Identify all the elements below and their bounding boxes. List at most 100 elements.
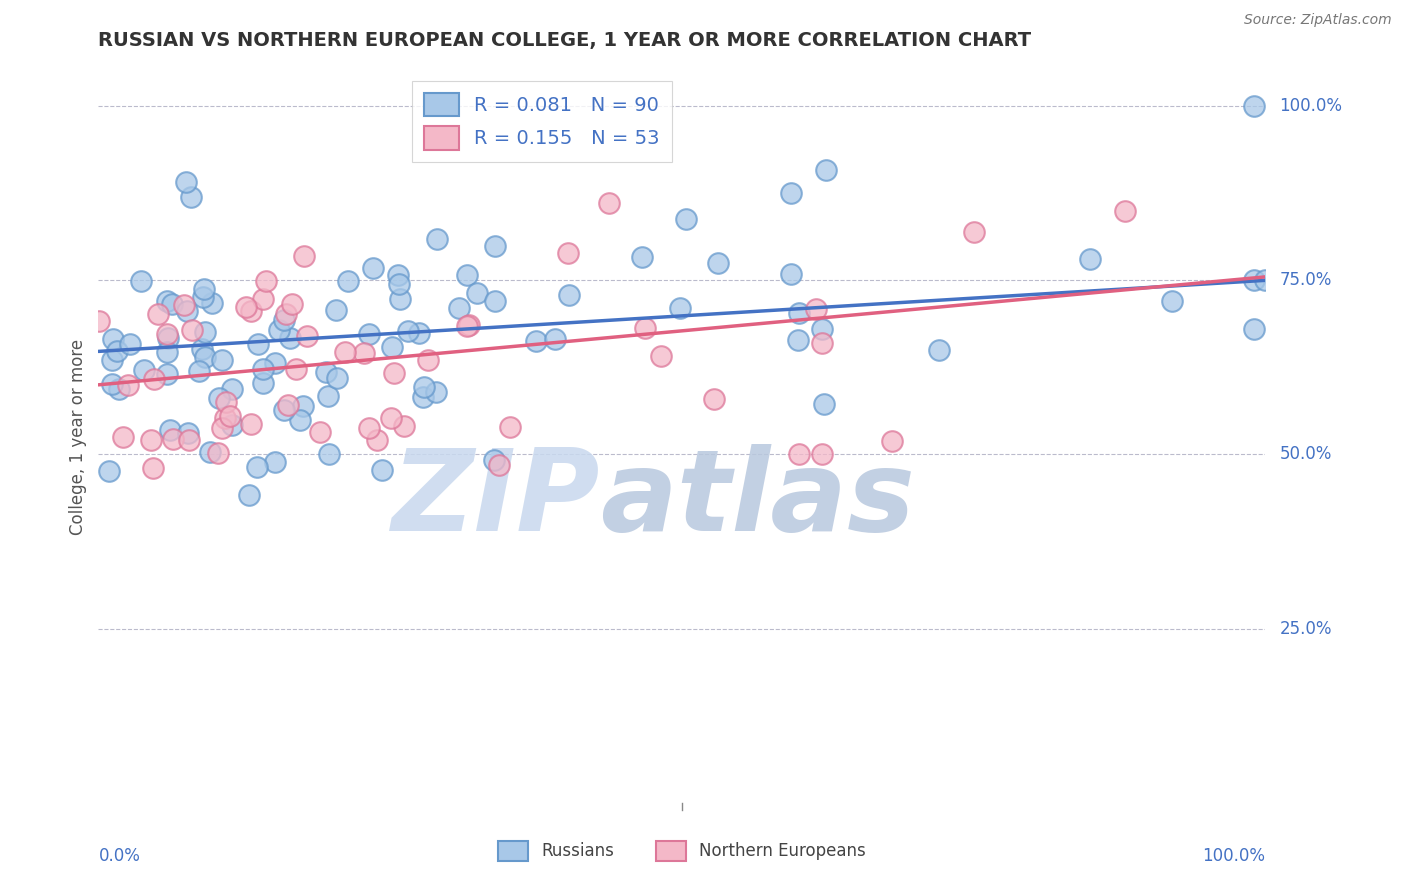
Point: [357, 326, 380, 341]
Point: [706, 256, 728, 270]
Point: [598, 195, 620, 210]
Text: 100.0%: 100.0%: [1202, 847, 1265, 864]
Point: [703, 392, 725, 407]
Point: [162, 432, 184, 446]
Point: [811, 448, 834, 462]
Point: [159, 423, 181, 437]
Point: [484, 238, 506, 252]
Point: [361, 261, 384, 276]
Point: [412, 390, 434, 404]
Point: [337, 274, 360, 288]
Point: [89, 314, 111, 328]
Point: [484, 453, 506, 467]
Point: [335, 344, 357, 359]
Point: [416, 352, 439, 367]
Point: [780, 267, 803, 281]
Point: [1080, 252, 1102, 267]
Point: [787, 448, 810, 462]
Point: [193, 282, 215, 296]
Point: [101, 332, 124, 346]
Point: [396, 324, 419, 338]
Text: atlas: atlas: [600, 443, 915, 555]
Point: [370, 463, 392, 477]
Point: [252, 292, 274, 306]
Point: [650, 349, 672, 363]
Point: [787, 333, 810, 347]
Point: [254, 274, 277, 288]
Point: [388, 277, 411, 292]
Point: [484, 294, 506, 309]
Text: ZIP: ZIP: [392, 443, 600, 555]
Point: [176, 304, 198, 318]
Point: [214, 411, 236, 425]
Point: [309, 425, 332, 439]
Point: [235, 300, 257, 314]
Point: [118, 337, 141, 351]
Point: [425, 385, 447, 400]
Point: [392, 418, 415, 433]
Point: [285, 362, 308, 376]
Point: [962, 225, 984, 239]
Point: [273, 403, 295, 417]
Point: [380, 411, 402, 425]
Y-axis label: College, 1 year or more: College, 1 year or more: [69, 339, 87, 535]
Point: [880, 434, 903, 448]
Point: [218, 409, 240, 424]
Point: [456, 268, 478, 282]
Point: [381, 339, 404, 353]
Text: 50.0%: 50.0%: [1279, 445, 1331, 464]
Point: [326, 371, 349, 385]
Point: [267, 323, 290, 337]
Point: [191, 342, 214, 356]
Point: [295, 329, 318, 343]
Point: [263, 455, 285, 469]
Point: [174, 176, 197, 190]
Point: [188, 364, 211, 378]
Point: [194, 350, 217, 364]
Point: [117, 378, 139, 392]
Point: [176, 425, 198, 440]
Point: [315, 366, 337, 380]
Point: [160, 297, 183, 311]
Point: [810, 335, 832, 350]
Point: [1243, 322, 1265, 336]
Point: [142, 371, 165, 385]
Point: [357, 421, 380, 435]
Point: [111, 429, 134, 443]
Point: [811, 322, 834, 336]
Point: [240, 304, 263, 318]
Point: [814, 163, 837, 178]
Point: [928, 343, 950, 357]
Point: [156, 367, 179, 381]
Point: [290, 413, 312, 427]
Point: [215, 395, 238, 409]
Point: [447, 301, 470, 315]
Point: [544, 332, 567, 346]
Point: [142, 460, 165, 475]
Point: [246, 459, 269, 474]
Point: [132, 363, 155, 377]
Point: [98, 464, 121, 478]
Point: [276, 307, 298, 321]
Point: [456, 319, 478, 334]
Point: [201, 296, 224, 310]
Point: [292, 249, 315, 263]
Point: [156, 344, 179, 359]
Point: [465, 285, 488, 300]
Point: [179, 433, 201, 447]
Text: 25.0%: 25.0%: [1279, 620, 1331, 638]
Point: [194, 325, 217, 339]
Point: [139, 434, 162, 448]
Text: Source: ZipAtlas.com: Source: ZipAtlas.com: [1244, 13, 1392, 28]
Point: [387, 268, 409, 282]
Point: [633, 320, 655, 334]
Point: [382, 366, 405, 380]
Point: [316, 389, 339, 403]
Point: [524, 334, 547, 348]
Point: [181, 323, 204, 337]
Point: [291, 399, 314, 413]
Point: [1161, 294, 1184, 309]
Point: [173, 298, 195, 312]
Point: [180, 190, 202, 204]
Point: [630, 250, 652, 264]
